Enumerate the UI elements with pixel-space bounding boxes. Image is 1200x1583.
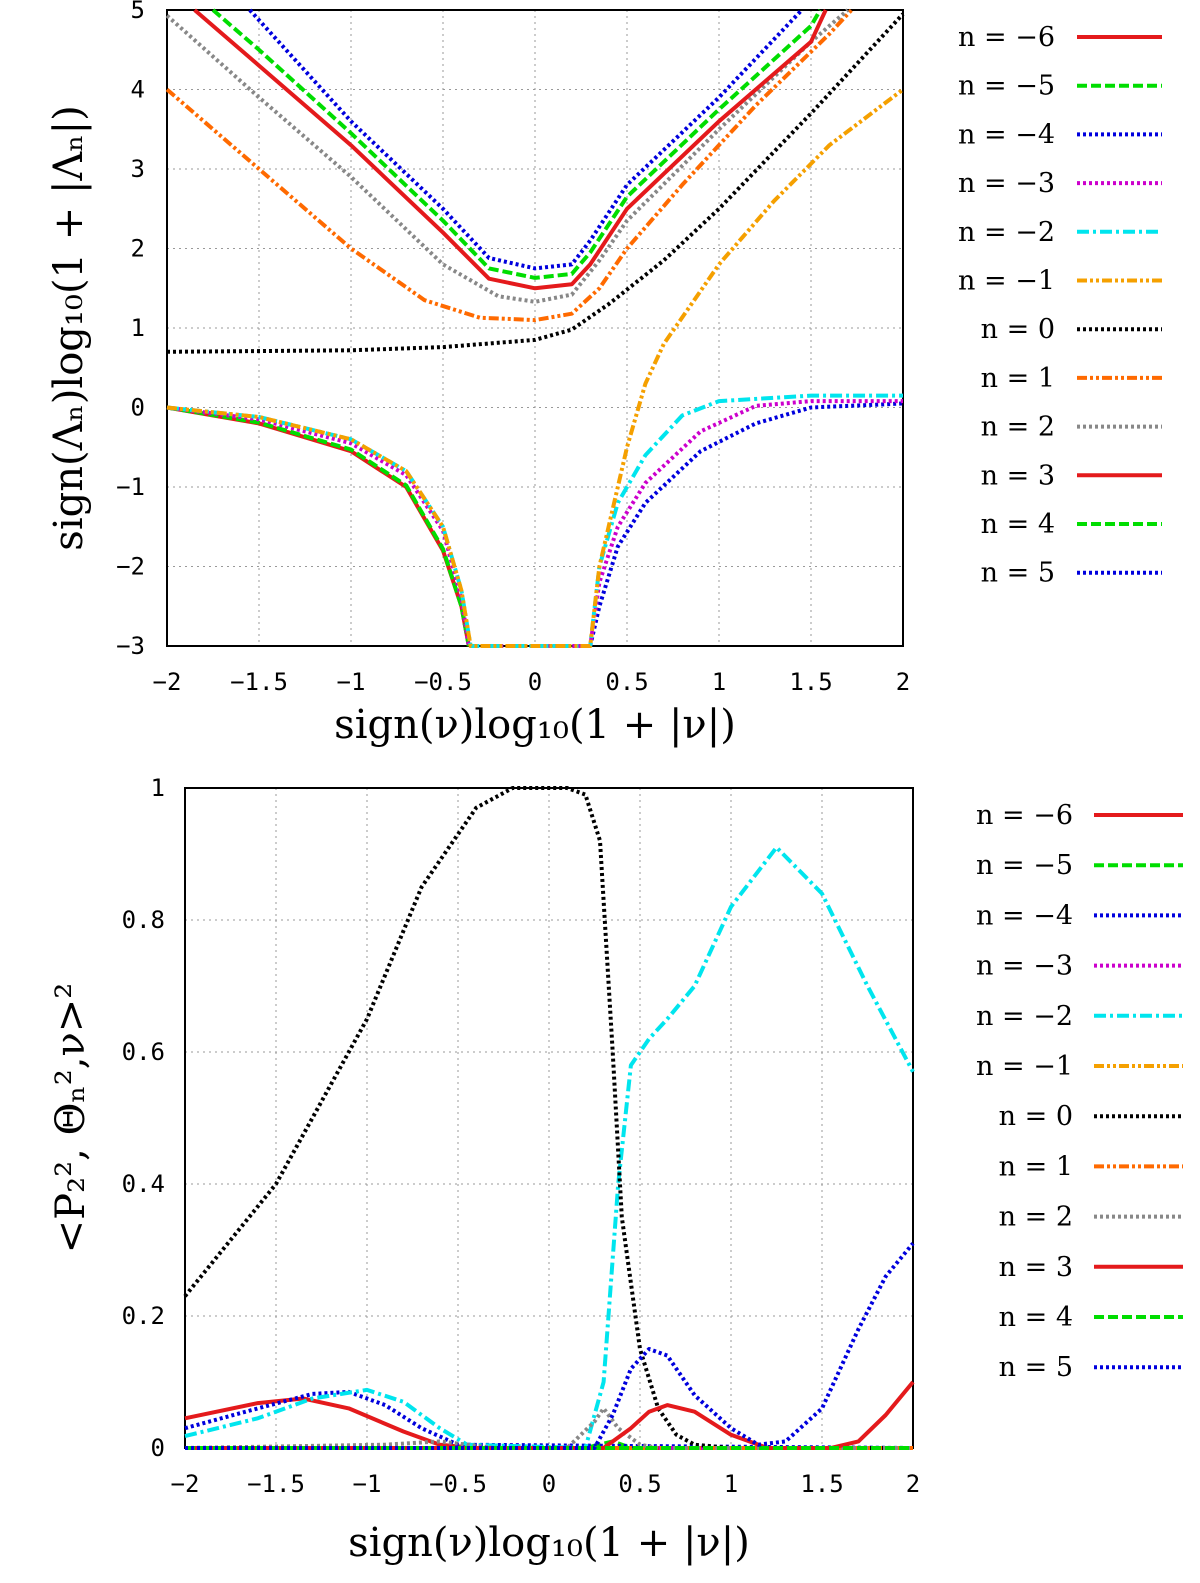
top-x-axis-label: sign(ν)log₁₀(1 + |ν|) — [334, 702, 736, 748]
top-legend-label: n = 2 — [981, 412, 1055, 443]
top-x-tick-label: 1 — [712, 668, 726, 696]
bottom-x-tick-label: 0 — [542, 1470, 556, 1498]
bottom-y-tick-label: 0.2 — [122, 1302, 165, 1330]
top-x-tick-label: 2 — [896, 668, 910, 696]
top-chart: −2 −1.5 −1 −0.5 0 0.5 1 1.5 2 −3 −2 −1 0 1 2 3 4 5 sign(… — [46, 0, 1162, 748]
top-series-line-2 — [588, 401, 904, 647]
top-legend-label: n = −5 — [958, 71, 1055, 102]
top-series-line-7 — [165, 8, 853, 323]
bottom-y-tick-label: 0.6 — [122, 1038, 165, 1066]
top-series-line-10 — [211, 8, 822, 280]
bottom-x-tick-label: 1.5 — [800, 1470, 843, 1498]
top-y-tick-label: 4 — [131, 76, 145, 104]
top-series-line-3 — [166, 399, 903, 648]
bottom-legend-label: n = −6 — [976, 800, 1073, 831]
top-x-tick-label: −1 — [337, 668, 366, 696]
top-series-line-9 — [193, 8, 828, 291]
top-legend-label: n = 4 — [981, 509, 1055, 540]
bottom-series-line-2 — [184, 1389, 914, 1450]
bottom-x-tick-label: 0.5 — [618, 1470, 661, 1498]
bottom-legend-label: n = 4 — [999, 1302, 1073, 1333]
bottom-series-line-9 — [185, 1380, 915, 1450]
top-legend-label: n = 5 — [981, 558, 1055, 589]
top-series-line-0 — [166, 405, 471, 647]
top-legend-label: n = −6 — [958, 22, 1055, 53]
bottom-legend-label: n = −2 — [976, 1001, 1073, 1032]
bottom-y-tick-label: 1 — [151, 774, 165, 802]
bottom-legend-label: n = −5 — [976, 850, 1073, 881]
bottom-legend-label: n = −3 — [976, 951, 1073, 982]
top-x-tick-label: 0.5 — [605, 668, 648, 696]
top-legend-label: n = −1 — [958, 266, 1055, 297]
top-y-tick-label: 2 — [131, 235, 145, 263]
top-legend-label: n = 1 — [981, 363, 1055, 394]
bottom-series-line-4 — [184, 845, 915, 1450]
top-y-tick-label: −2 — [116, 553, 145, 581]
top-legend-label: n = −4 — [958, 119, 1055, 150]
top-x-tick-label: −0.5 — [414, 668, 472, 696]
top-legend-label: n = −3 — [958, 168, 1055, 199]
bottom-legend-label: n = 3 — [999, 1252, 1073, 1283]
bottom-x-tick-label: −1.5 — [247, 1470, 305, 1498]
top-legend-label: n = 3 — [981, 460, 1055, 491]
bottom-legend-label: n = 1 — [999, 1151, 1073, 1182]
top-legend-label: n = −2 — [958, 217, 1055, 248]
top-series-line-11 — [248, 8, 804, 271]
bottom-x-tick-label: −0.5 — [429, 1470, 487, 1498]
bottom-series-line-8 — [184, 1406, 913, 1450]
bottom-legend-label: n = 2 — [999, 1202, 1073, 1233]
top-x-tick-label: 0 — [528, 668, 542, 696]
bottom-x-tick-label: 1 — [724, 1470, 738, 1498]
bottom-series-line-0 — [184, 1396, 913, 1450]
bottom-x-axis-label: sign(ν)log₁₀(1 + |ν|) — [348, 1520, 750, 1566]
top-y-tick-label: 1 — [131, 314, 145, 342]
bottom-legend-label: n = −4 — [976, 900, 1073, 931]
bottom-legend-label: n = 0 — [999, 1101, 1073, 1132]
bottom-y-tick-label: 0.8 — [122, 906, 165, 934]
top-y-tick-label: 3 — [131, 155, 145, 183]
top-x-tick-label: −2 — [153, 668, 182, 696]
top-y-tick-label: 0 — [131, 394, 145, 422]
bottom-chart: −2 −1.5 −1 −0.5 0 0.5 1 1.5 2 0 0.2 0.4 0.6 0.8 1 sig… — [48, 774, 1183, 1566]
top-y-tick-label: −1 — [116, 473, 145, 501]
top-y-tick-label: 5 — [131, 0, 145, 24]
bottom-legend-label: n = 5 — [999, 1352, 1073, 1383]
top-y-tick-label: −3 — [116, 632, 145, 660]
bottom-x-tick-label: −1 — [353, 1470, 382, 1498]
top-y-axis-label: sign(Λₙ)log₁₀(1 + |Λₙ|) — [46, 105, 92, 550]
bottom-x-tick-label: 2 — [906, 1470, 920, 1498]
bottom-series-line-6 — [183, 786, 913, 1450]
top-series-line-5 — [166, 87, 905, 648]
top-x-tick-label: 1.5 — [789, 668, 832, 696]
bottom-y-tick-label: 0.4 — [122, 1170, 165, 1198]
bottom-y-axis-label: <P₂², Θₙ²,ν>² — [48, 983, 94, 1254]
bottom-legend-label: n = −1 — [976, 1051, 1073, 1082]
top-legend-label: n = 0 — [981, 314, 1055, 345]
top-series-line-8 — [165, 8, 850, 304]
top-series-line-1 — [166, 405, 471, 647]
top-x-tick-label: −1.5 — [230, 668, 288, 696]
bottom-y-tick-label: 0 — [151, 1434, 165, 1462]
bottom-x-tick-label: −2 — [171, 1470, 200, 1498]
top-series-line-6 — [166, 12, 905, 354]
